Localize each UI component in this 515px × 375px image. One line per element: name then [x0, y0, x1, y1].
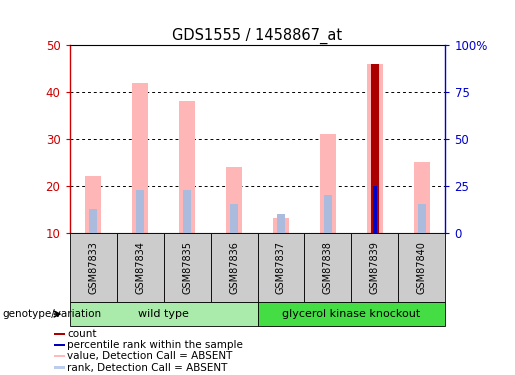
- Text: count: count: [67, 329, 96, 339]
- Bar: [132, 82, 148, 232]
- Bar: [54, 366, 65, 369]
- Text: genotype/variation: genotype/variation: [3, 309, 101, 319]
- Bar: [70, 232, 116, 302]
- Bar: [352, 232, 399, 302]
- Bar: [258, 232, 304, 302]
- Text: GSM87834: GSM87834: [135, 241, 145, 294]
- Bar: [230, 204, 238, 232]
- Bar: [183, 190, 191, 232]
- Bar: [70, 302, 258, 326]
- Bar: [54, 344, 65, 346]
- Bar: [85, 176, 101, 232]
- Text: GDS1555 / 1458867_at: GDS1555 / 1458867_at: [173, 27, 342, 44]
- Bar: [136, 190, 144, 232]
- Bar: [273, 218, 289, 232]
- Bar: [367, 64, 383, 232]
- Bar: [226, 167, 242, 232]
- Text: GSM87833: GSM87833: [88, 241, 98, 294]
- Bar: [371, 186, 379, 232]
- Bar: [399, 232, 445, 302]
- Bar: [211, 232, 258, 302]
- Bar: [304, 232, 352, 302]
- Text: GSM87836: GSM87836: [229, 241, 239, 294]
- Text: percentile rank within the sample: percentile rank within the sample: [67, 340, 243, 350]
- Bar: [320, 134, 336, 232]
- Text: GSM87837: GSM87837: [276, 241, 286, 294]
- Text: GSM87840: GSM87840: [417, 241, 427, 294]
- Bar: [324, 195, 332, 232]
- Bar: [89, 209, 97, 232]
- Bar: [373, 186, 377, 232]
- Bar: [54, 355, 65, 357]
- Text: wild type: wild type: [138, 309, 189, 319]
- Bar: [258, 302, 445, 326]
- Bar: [371, 64, 379, 232]
- Text: GSM87838: GSM87838: [323, 241, 333, 294]
- Text: value, Detection Call = ABSENT: value, Detection Call = ABSENT: [67, 351, 232, 361]
- Bar: [418, 204, 426, 232]
- Bar: [54, 333, 65, 335]
- Text: glycerol kinase knockout: glycerol kinase knockout: [282, 309, 421, 319]
- Bar: [414, 162, 430, 232]
- Text: rank, Detection Call = ABSENT: rank, Detection Call = ABSENT: [67, 363, 227, 372]
- Bar: [179, 101, 195, 232]
- Bar: [164, 232, 211, 302]
- Bar: [116, 232, 164, 302]
- Text: GSM87835: GSM87835: [182, 241, 192, 294]
- Text: GSM87839: GSM87839: [370, 241, 380, 294]
- Bar: [277, 214, 285, 232]
